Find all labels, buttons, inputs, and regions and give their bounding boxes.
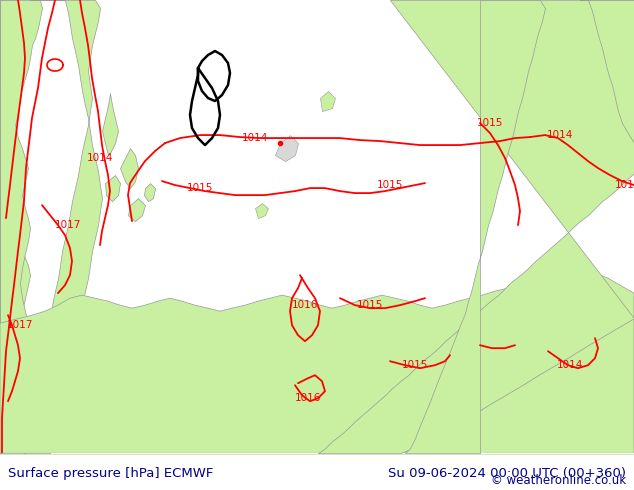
Text: 1016: 1016 xyxy=(292,300,318,310)
Text: 1014: 1014 xyxy=(242,133,268,143)
Text: 1015: 1015 xyxy=(402,360,428,370)
Text: 1015: 1015 xyxy=(187,183,213,193)
Text: Surface pressure [hPa] ECMWF: Surface pressure [hPa] ECMWF xyxy=(8,467,213,480)
Text: 1016: 1016 xyxy=(295,393,321,403)
Text: 1014: 1014 xyxy=(87,153,113,163)
Text: 1014: 1014 xyxy=(557,360,583,370)
Text: 1017: 1017 xyxy=(7,320,33,330)
Text: 1015: 1015 xyxy=(357,300,383,310)
Text: © weatheronline.co.uk: © weatheronline.co.uk xyxy=(491,474,626,487)
Text: Su 09-06-2024 00:00 UTC (00+360): Su 09-06-2024 00:00 UTC (00+360) xyxy=(389,467,626,480)
Text: 1015: 1015 xyxy=(477,118,503,128)
Text: 101: 101 xyxy=(615,180,634,190)
Text: 1014: 1014 xyxy=(547,130,573,140)
Text: 1015: 1015 xyxy=(377,180,403,190)
Text: 1017: 1017 xyxy=(55,220,81,230)
